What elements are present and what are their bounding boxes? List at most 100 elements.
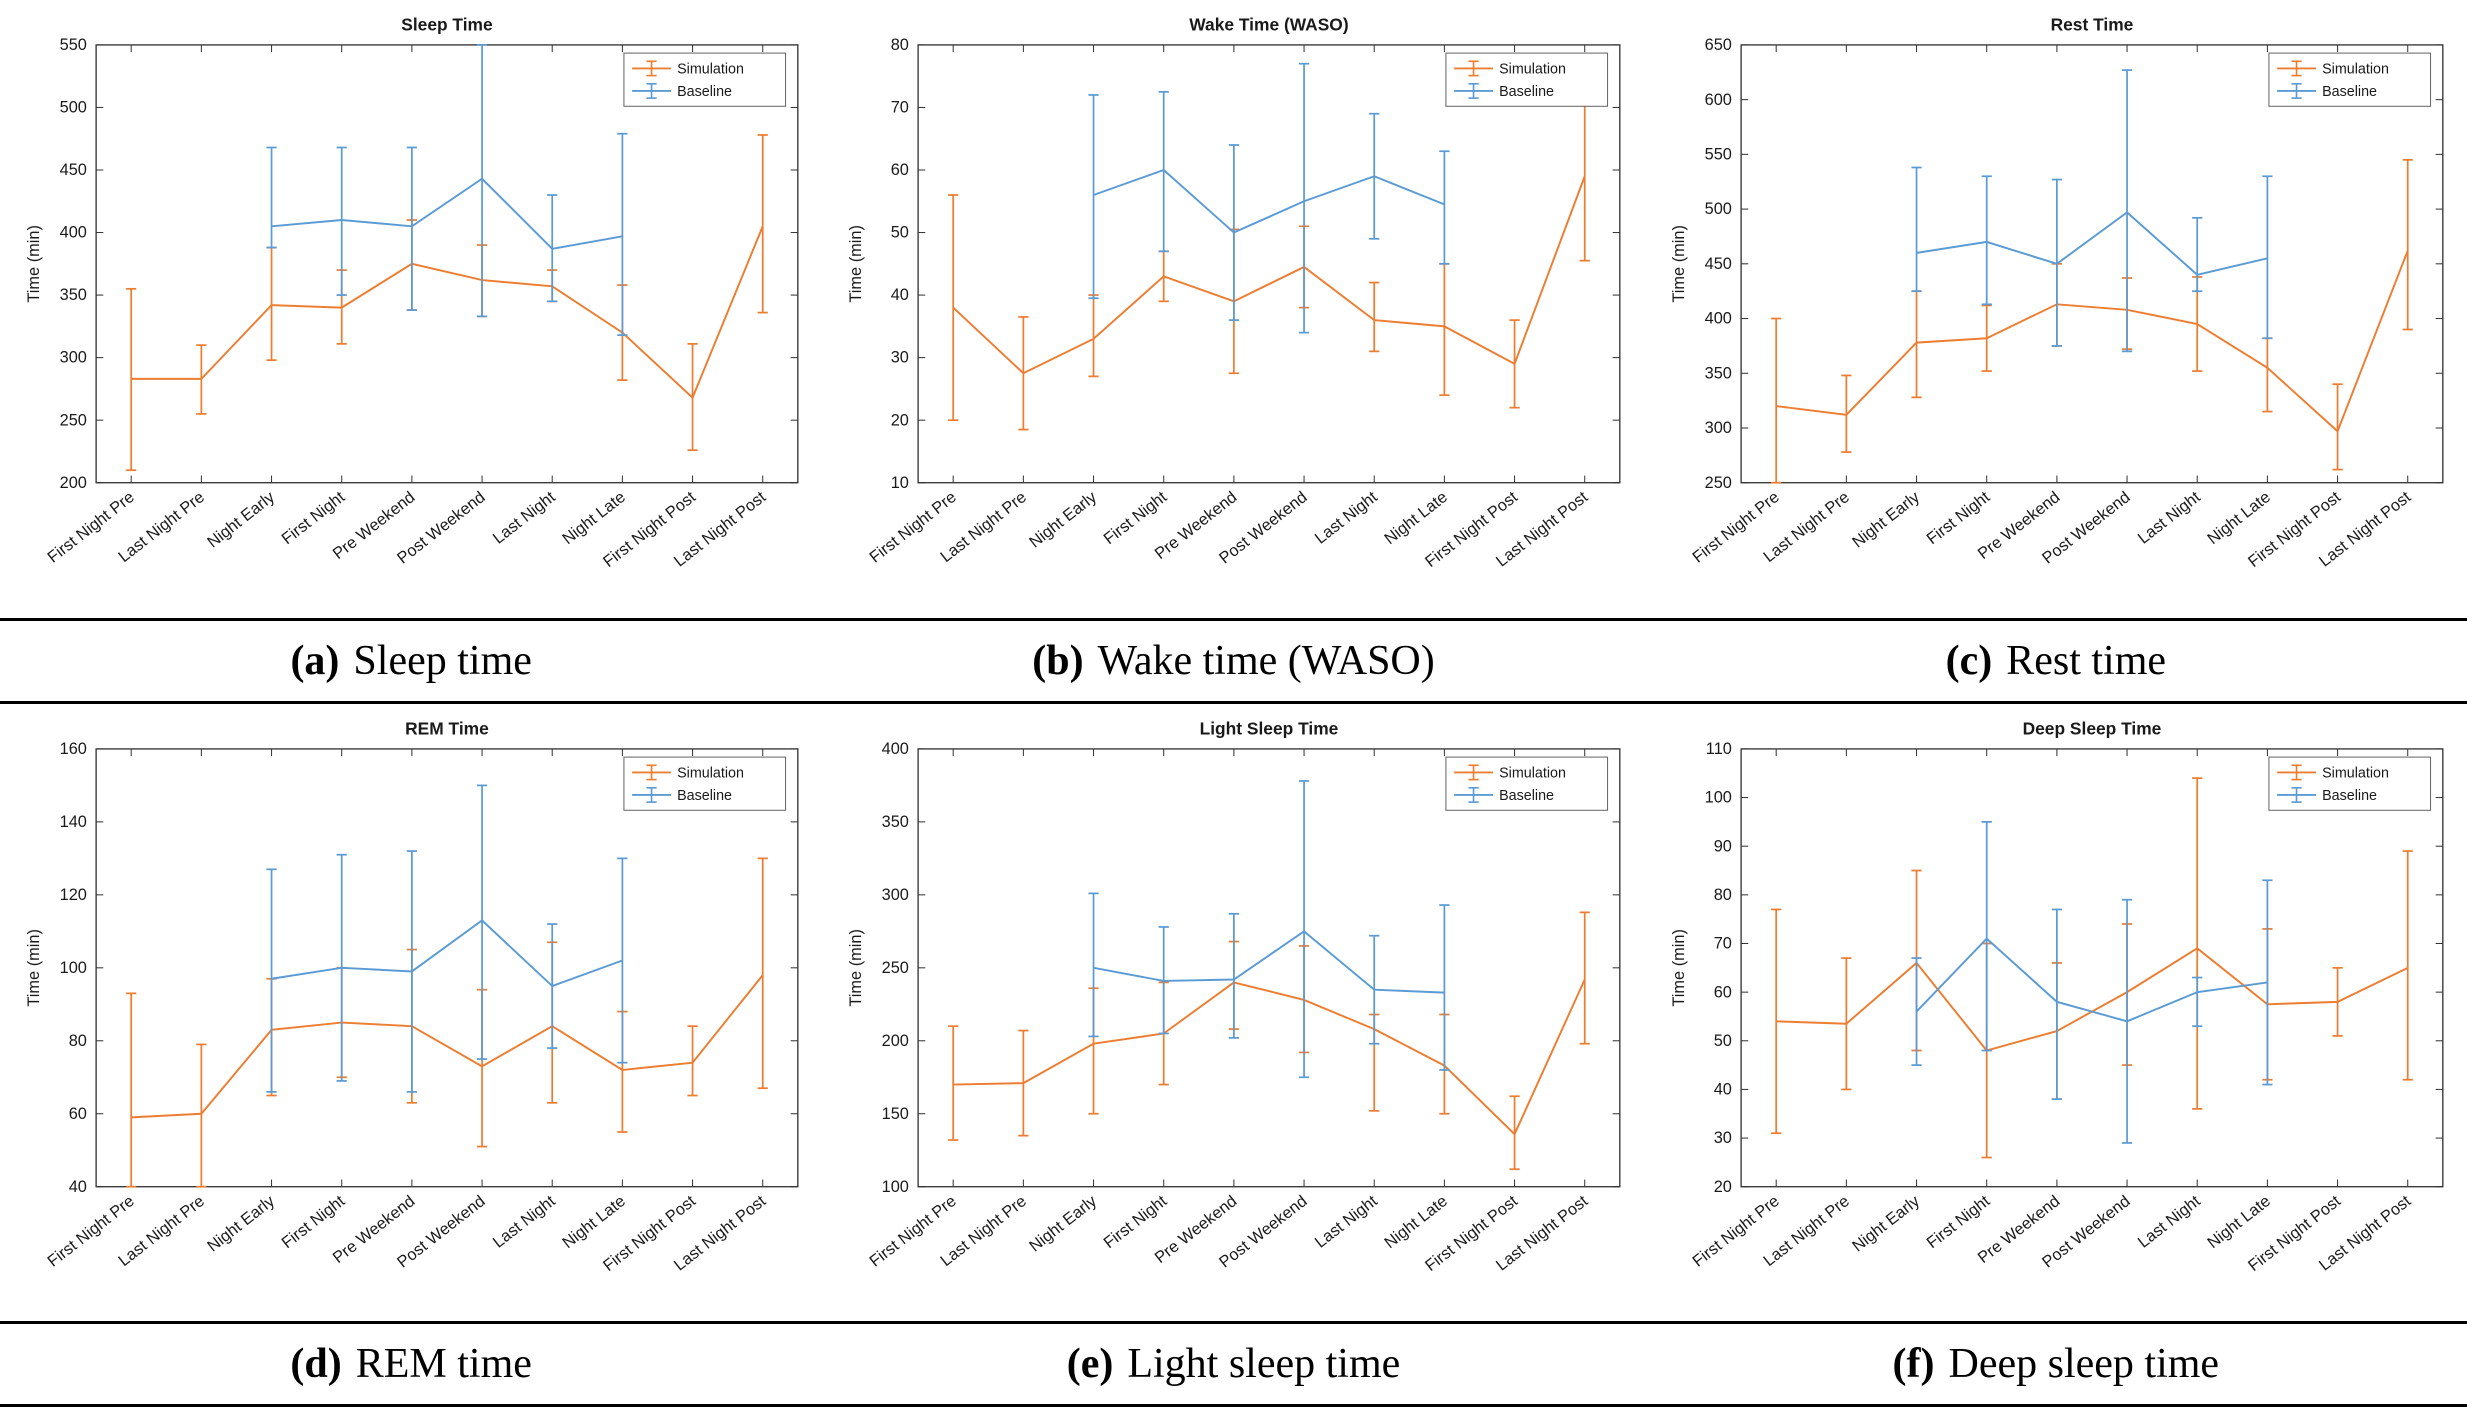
svg-text:Simulation: Simulation [1499,765,1566,781]
svg-text:550: 550 [1704,145,1731,163]
caption-a: (a) Sleep time [0,637,822,685]
svg-text:650: 650 [1704,36,1731,54]
svg-text:350: 350 [882,813,909,831]
svg-text:60: 60 [891,161,909,179]
svg-text:First Night: First Night [1101,1192,1171,1252]
charts-row-bottom: 40 60 80 100 120 140 160 First Night Pre Last Ni… [0,704,2467,1322]
svg-text:100: 100 [882,1178,909,1196]
svg-text:30: 30 [891,349,909,367]
svg-text:Night Early: Night Early [204,488,279,552]
svg-text:80: 80 [69,1032,87,1050]
chart-cell-a: 200 250 300 350 400 450 500 550 First Night Pre L… [0,0,822,618]
svg-text:140: 140 [60,813,87,831]
svg-text:Night Early: Night Early [204,1191,279,1255]
svg-text:Light Sleep Time: Light Sleep Time [1200,718,1339,738]
svg-text:Night Late: Night Late [1381,488,1451,548]
svg-text:450: 450 [1704,255,1731,273]
svg-text:Last Night: Last Night [1312,488,1381,548]
caption-c-text: Rest time [2006,637,2167,684]
chart-cell-e: 100 150 200 250 300 350 400 First Night Pre Last… [822,704,1644,1322]
svg-text:200: 200 [60,474,87,492]
svg-text:Simulation: Simulation [2322,62,2389,78]
svg-text:500: 500 [1704,200,1731,218]
caption-d-label: (d) [290,1341,342,1388]
svg-text:50: 50 [1713,1032,1731,1050]
caption-e-text: Light sleep time [1127,1341,1401,1388]
svg-text:40: 40 [891,286,909,304]
svg-text:300: 300 [882,886,909,904]
caption-c-label: (c) [1945,637,1993,684]
svg-text:Time (min): Time (min) [1669,225,1687,303]
svg-text:Night Early: Night Early [1849,488,1924,552]
chart-cell-d: 40 60 80 100 120 140 160 First Night Pre Last Ni… [0,704,822,1322]
svg-text:Last Night: Last Night [490,1192,559,1252]
svg-text:Night Late: Night Late [1381,1192,1451,1252]
charts-row-top: 200 250 300 350 400 450 500 550 First Night Pre L… [0,0,2467,618]
caption-row-top: (a) Sleep time (b) Wake time (WASO) (c) Res… [0,620,2467,701]
svg-text:110: 110 [1705,740,1731,758]
svg-text:30: 30 [1713,1129,1731,1147]
svg-text:Night Early: Night Early [1849,1191,1924,1255]
svg-text:Deep Sleep Time: Deep Sleep Time [2022,718,2161,738]
svg-text:Baseline: Baseline [677,788,732,804]
svg-text:Night Late: Night Late [559,1192,629,1252]
caption-f-label: (f) [1892,1341,1935,1388]
svg-text:Night Early: Night Early [1026,488,1101,552]
svg-text:Time (min): Time (min) [847,929,865,1007]
svg-text:120: 120 [60,886,87,904]
svg-text:500: 500 [60,99,87,117]
svg-text:80: 80 [1713,886,1731,904]
divider-bottom-captions-above [0,1321,2467,1325]
svg-text:Simulation: Simulation [2322,765,2389,781]
caption-b-text: Wake time (WASO) [1097,637,1435,684]
svg-text:10: 10 [891,474,909,492]
svg-text:300: 300 [60,349,87,367]
svg-text:150: 150 [882,1105,909,1123]
svg-text:400: 400 [1704,310,1731,328]
caption-e: (e) Light sleep time [822,1340,1644,1388]
svg-text:100: 100 [1704,788,1731,806]
svg-text:First Night: First Night [278,1192,348,1252]
svg-text:First Night: First Night [1923,488,1993,548]
chart-cell-b: 10 20 30 40 50 60 70 80 First Night Pre Last Nigh… [822,0,1644,618]
svg-text:Baseline: Baseline [2322,84,2377,100]
svg-text:Last Night: Last Night [2134,488,2203,548]
svg-text:Night Early: Night Early [1026,1191,1101,1255]
svg-text:600: 600 [1704,91,1731,109]
divider-top-captions-above [0,617,2467,621]
svg-text:20: 20 [1713,1178,1731,1196]
svg-text:Simulation: Simulation [1499,62,1566,78]
svg-text:Last Night: Last Night [2134,1192,2203,1252]
svg-text:20: 20 [891,411,909,429]
svg-text:Baseline: Baseline [1499,84,1554,100]
svg-text:60: 60 [1713,983,1731,1001]
caption-d-text: REM time [355,1341,532,1388]
svg-text:Baseline: Baseline [2322,788,2377,804]
svg-text:70: 70 [1713,934,1731,952]
caption-c: (c) Rest time [1645,637,2467,685]
svg-text:Rest Time: Rest Time [2050,15,2133,35]
svg-text:Simulation: Simulation [677,765,744,781]
svg-text:450: 450 [60,161,87,179]
caption-b-label: (b) [1032,637,1084,684]
svg-text:Simulation: Simulation [677,62,744,78]
svg-text:60: 60 [69,1105,87,1123]
caption-a-text: Sleep time [353,637,532,684]
svg-text:300: 300 [1704,419,1731,437]
caption-e-label: (e) [1066,1341,1114,1388]
svg-text:250: 250 [882,959,909,977]
svg-text:Baseline: Baseline [1499,788,1554,804]
svg-text:40: 40 [69,1178,87,1196]
svg-text:Time (min): Time (min) [25,225,43,303]
divider-top-captions-below [0,700,2467,704]
svg-text:200: 200 [882,1032,909,1050]
svg-text:350: 350 [60,286,87,304]
svg-text:160: 160 [60,740,87,758]
caption-a-label: (a) [290,637,340,684]
svg-text:70: 70 [891,99,909,117]
